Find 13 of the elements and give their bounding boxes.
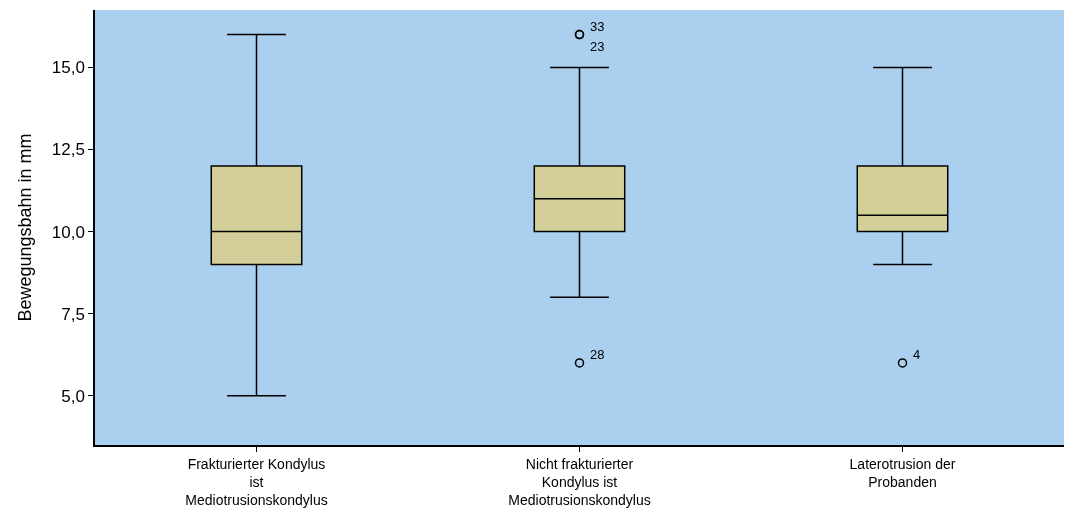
- y-tick-label: 10,0: [51, 222, 85, 242]
- y-tick-label: 5,0: [61, 386, 85, 406]
- annotation: 23: [590, 39, 605, 54]
- annotation: 28: [590, 347, 605, 362]
- x-tick-label: Frakturierter Kondylus ist Mediotrusionskondylus: [185, 455, 328, 508]
- annotation: 33: [590, 19, 605, 34]
- x-tick-label: Nicht frakturierter Kondylus ist Mediotrusionskondylus: [508, 455, 651, 508]
- y-tick-label: 7,5: [61, 304, 85, 324]
- y-tick-label: 15,0: [51, 58, 85, 78]
- annotation: 4: [913, 347, 921, 362]
- y-axis-title: Bewegungsbahn in mm: [15, 133, 36, 322]
- x-tick-label: Laterotrusion der Probanden: [849, 455, 956, 490]
- y-tick-label: 12,5: [51, 140, 85, 160]
